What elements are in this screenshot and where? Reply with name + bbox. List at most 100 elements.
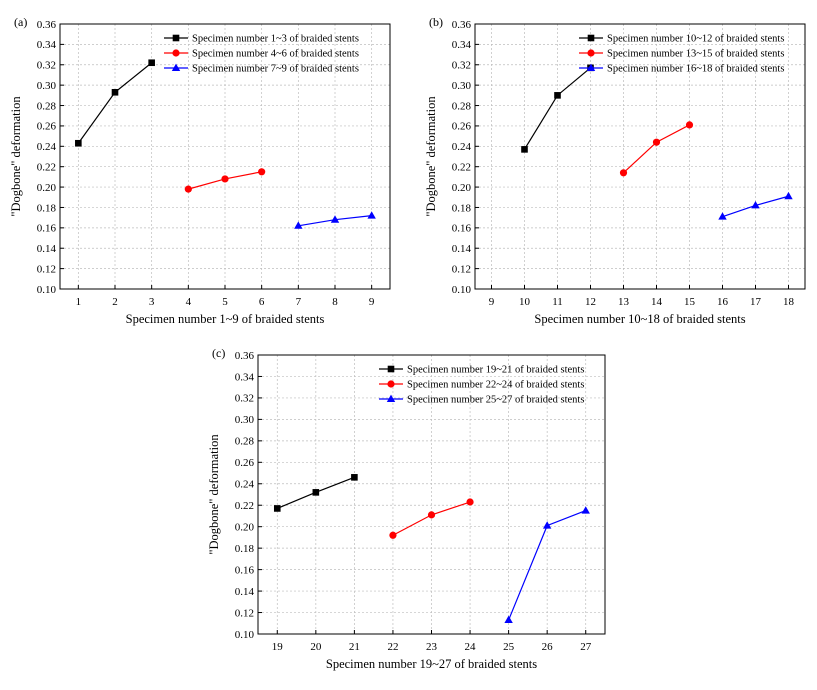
y-tick-label: 0.26	[37, 121, 57, 133]
y-tick-label: 0.18	[37, 202, 57, 214]
y-tick-label: 0.36	[452, 19, 472, 31]
y-tick-label: 0.30	[235, 414, 255, 426]
x-tick-label: 9	[489, 296, 495, 308]
data-point	[427, 511, 436, 519]
series-line	[77, 62, 153, 144]
legend-label: Specimen number 7~9 of braided stents	[192, 64, 359, 75]
chart-panel-a: 0.10 0.12 0.14 0.16 0.18 0.20 0.22 0.24 0.26 0.28…	[9, 15, 391, 326]
plot-frame	[474, 23, 806, 290]
legend-marker	[172, 49, 180, 57]
y-tick-label: 0.26	[235, 457, 255, 469]
y-tick-label: 0.12	[37, 263, 56, 275]
x-tick-label: 14	[651, 296, 663, 308]
y-tick-label: 0.22	[235, 500, 254, 512]
y-tick-label: 0.36	[235, 350, 255, 362]
x-tick-label: 25	[503, 641, 515, 653]
x-tick-label: 6	[259, 296, 265, 308]
x-tick-label: 12	[585, 296, 596, 308]
y-tick-label: 0.16	[235, 564, 255, 576]
y-tick-label: 0.30	[452, 80, 472, 92]
y-tick-label: 0.34	[37, 39, 57, 51]
y-tick-label: 0.20	[235, 521, 255, 533]
data-point	[258, 168, 266, 176]
y-tick-label: 0.14	[452, 243, 472, 255]
legend-label: Specimen number 22~24 of braided stents	[407, 380, 584, 391]
chart-panel-c: 0.10 0.12 0.14 0.16 0.18 0.20 0.22 0.24 0.26 0.28…	[207, 346, 606, 671]
legend-label: Specimen number 16~18 of braided stents	[607, 64, 784, 75]
y-tick-label: 0.18	[452, 202, 472, 214]
data-point	[148, 59, 155, 67]
panel-label: (c)	[212, 346, 225, 360]
x-tick-label: 16	[717, 296, 729, 308]
data-point	[652, 138, 661, 146]
y-tick-label: 0.28	[235, 436, 255, 448]
x-axis-title: Specimen number 10~18 of braided stents	[534, 312, 745, 326]
data-point	[685, 121, 694, 129]
x-tick-label: 19	[272, 641, 284, 653]
x-tick-label: 21	[349, 641, 360, 653]
legend-marker	[587, 34, 595, 42]
data-point	[504, 615, 513, 624]
legend-marker	[386, 394, 396, 402]
legend-marker	[586, 63, 596, 71]
data-point	[784, 191, 793, 200]
data-point	[521, 146, 528, 153]
y-tick-label: 0.18	[235, 543, 255, 555]
x-tick-label: 20	[310, 641, 322, 653]
data-point	[221, 175, 229, 183]
chart-panel-b: 0.10 0.12 0.14 0.16 0.18 0.20 0.22 0.24 0.26 0.28…	[424, 15, 806, 326]
y-tick-label: 0.28	[37, 100, 57, 112]
data-point	[111, 88, 119, 96]
x-tick-label: 17	[750, 296, 762, 308]
legend-label: Specimen number 13~15 of braided stents	[607, 49, 784, 60]
y-tick-label: 0.12	[235, 607, 254, 619]
data-point	[367, 211, 376, 219]
legend-marker	[171, 63, 181, 71]
data-point	[554, 92, 561, 99]
panel-label: (a)	[14, 15, 27, 29]
y-tick-label: 0.14	[235, 586, 255, 598]
x-tick-label: 9	[369, 296, 375, 308]
x-tick-label: 18	[783, 296, 795, 308]
y-tick-label: 0.16	[37, 223, 57, 235]
x-tick-label: 5	[222, 296, 228, 308]
data-point	[581, 506, 590, 514]
data-point	[294, 221, 303, 229]
data-point	[184, 185, 192, 193]
y-tick-label: 0.22	[452, 161, 471, 173]
y-tick-label: 0.36	[37, 19, 57, 31]
data-point	[542, 521, 552, 529]
y-tick-label: 0.32	[235, 393, 254, 405]
x-tick-label: 10	[519, 296, 531, 308]
y-axis-title: "Dogbone" deformation	[207, 434, 221, 555]
y-tick-label: 0.32	[452, 60, 471, 72]
data-point	[351, 474, 358, 481]
legend-label: Specimen number 1~3 of braided stents	[192, 34, 359, 45]
y-tick-label: 0.24	[37, 141, 57, 153]
data-point	[312, 489, 320, 496]
y-tick-label: 0.16	[452, 223, 472, 235]
legend-label: Specimen number 10~12 of braided stents	[607, 34, 784, 45]
legend-marker	[387, 365, 395, 373]
x-tick-label: 1	[76, 296, 82, 308]
x-axis-title: Specimen number 1~9 of braided stents	[126, 312, 325, 326]
x-tick-label: 4	[186, 296, 192, 308]
data-point	[273, 505, 281, 512]
y-tick-label: 0.10	[37, 284, 57, 296]
y-tick-label: 0.22	[37, 161, 56, 173]
x-tick-label: 3	[149, 296, 155, 308]
y-tick-label: 0.28	[452, 100, 472, 112]
x-tick-label: 11	[552, 296, 563, 308]
x-axis-title: Specimen number 19~27 of braided stents	[326, 657, 537, 671]
legend-label: Specimen number 25~27 of braided stents	[407, 395, 584, 406]
data-point	[751, 201, 760, 209]
y-tick-label: 0.14	[37, 243, 57, 255]
legend-marker	[587, 49, 595, 57]
x-tick-label: 2	[112, 296, 118, 308]
y-tick-label: 0.30	[37, 80, 57, 92]
y-tick-label: 0.24	[452, 141, 472, 153]
data-point	[466, 498, 474, 506]
x-tick-label: 24	[465, 641, 477, 653]
x-tick-label: 26	[542, 641, 554, 653]
